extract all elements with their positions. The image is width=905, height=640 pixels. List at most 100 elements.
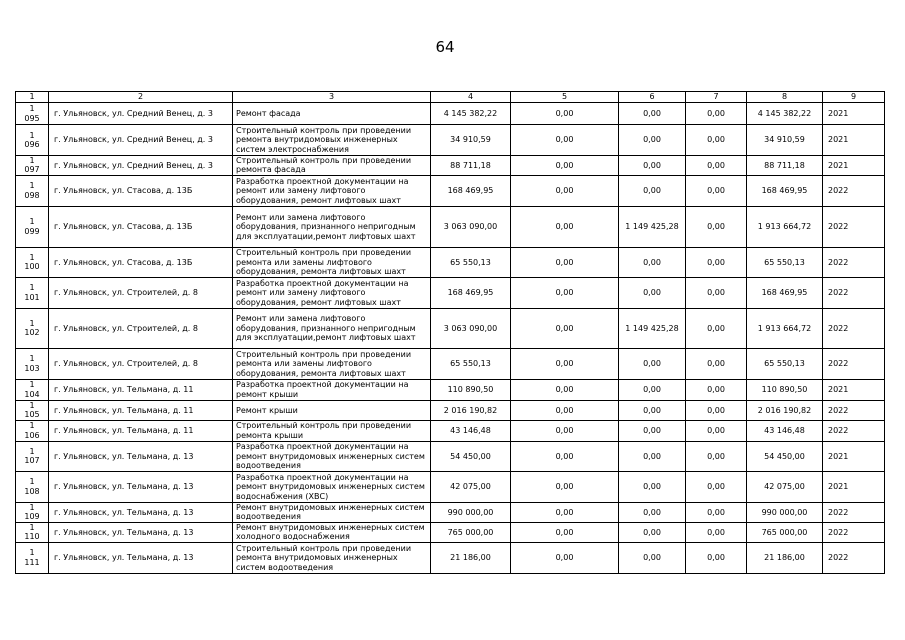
col8-cell: 168 469,95 xyxy=(746,174,823,207)
address-cell: г. Ульяновск, ул. Средний Венец, д. 3 xyxy=(48,124,233,156)
row-number-part-b: 108 xyxy=(24,486,40,496)
col6-cell: 0,00 xyxy=(618,541,686,574)
total-cost-cell: 54 450,00 xyxy=(430,440,511,472)
table-row: 1 097 г. Ульяновск, ул. Средний Венец, д. … xyxy=(15,155,885,176)
row-number: 1 110 xyxy=(15,521,49,543)
address-cell: г. Ульяновск, ул. Строителей, д. 8 xyxy=(48,307,233,349)
col6-cell: 0,00 xyxy=(618,246,686,278)
row-number-part-a: 1 xyxy=(29,283,35,293)
year-cell: 2021 xyxy=(822,440,885,472)
work-description-cell: Разработка проектной документации на рем… xyxy=(232,276,431,309)
col8-cell: 54 450,00 xyxy=(746,440,823,472)
year-cell: 2021 xyxy=(822,124,885,156)
table-row: 1 102 г. Ульяновск, ул. Строителей, д. 8 Ре… xyxy=(15,307,885,349)
row-number-part-b: 100 xyxy=(24,262,40,272)
col5-cell: 0,00 xyxy=(510,347,619,380)
col8-cell: 4 145 382,22 xyxy=(746,102,823,125)
work-description-cell: Строительный контроль при проведении рем… xyxy=(232,124,431,156)
col8-cell: 42 075,00 xyxy=(746,470,823,503)
row-number-part-a: 1 xyxy=(29,217,35,227)
address-cell: г. Ульяновск, ул. Тельмана, д. 11 xyxy=(48,419,233,442)
row-number-part-b: 095 xyxy=(24,113,40,123)
table-row: 1 109 г. Ульяновск, ул. Тельмана, д. 13 Рем… xyxy=(15,501,885,523)
table-row: 1 096 г. Ульяновск, ул. Средний Венец, д. … xyxy=(15,124,885,156)
work-description-cell: Ремонт внутридомовых инженерных систем в… xyxy=(232,501,431,523)
table-row: 1 104 г. Ульяновск, ул. Тельмана, д. 11 Раз… xyxy=(15,378,885,401)
row-number-part-b: 109 xyxy=(24,512,40,522)
year-cell: 2022 xyxy=(822,174,885,207)
col6-cell: 0,00 xyxy=(618,155,686,176)
work-description-cell: Разработка проектной документации на рем… xyxy=(232,174,431,207)
col5-cell: 0,00 xyxy=(510,174,619,207)
col7-cell: 0,00 xyxy=(685,102,747,125)
table-row: 1 108 г. Ульяновск, ул. Тельмана, д. 13 Раз… xyxy=(15,470,885,503)
col8-cell: 990 000,00 xyxy=(746,501,823,523)
total-cost-cell: 88 711,18 xyxy=(430,155,511,176)
col5-cell: 0,00 xyxy=(510,124,619,156)
year-cell: 2021 xyxy=(822,102,885,125)
total-cost-cell: 765 000,00 xyxy=(430,521,511,543)
col8-cell: 21 186,00 xyxy=(746,541,823,574)
total-cost-cell: 3 063 090,00 xyxy=(430,307,511,349)
work-description-cell: Строительный контроль при проведении рем… xyxy=(232,246,431,278)
row-number-part-b: 103 xyxy=(24,363,40,373)
col6-cell: 0,00 xyxy=(618,440,686,472)
row-number-part-b: 099 xyxy=(24,226,40,236)
col7-cell: 0,00 xyxy=(685,541,747,574)
work-description-cell: Строительный контроль при проведении рем… xyxy=(232,541,431,574)
address-cell: г. Ульяновск, ул. Тельмана, д. 11 xyxy=(48,399,233,421)
work-description-cell: Ремонт или замена лифтового оборудования… xyxy=(232,205,431,248)
col8-cell: 43 146,48 xyxy=(746,419,823,442)
col6-cell: 0,00 xyxy=(618,378,686,401)
row-number-part-b: 107 xyxy=(24,456,40,466)
row-number: 1 105 xyxy=(15,399,49,421)
row-number: 1 108 xyxy=(15,470,49,503)
col5-cell: 0,00 xyxy=(510,205,619,248)
col7-cell: 0,00 xyxy=(685,501,747,523)
address-cell: г. Ульяновск, ул. Стасова, д. 13Б xyxy=(48,174,233,207)
column-header-5: 5 xyxy=(510,91,619,103)
row-number: 1 102 xyxy=(15,307,49,349)
col7-cell: 0,00 xyxy=(685,440,747,472)
col6-cell: 0,00 xyxy=(618,501,686,523)
col5-cell: 0,00 xyxy=(510,419,619,442)
total-cost-cell: 4 145 382,22 xyxy=(430,102,511,125)
row-number-part-a: 1 xyxy=(29,502,35,512)
row-number-part-a: 1 xyxy=(29,446,35,456)
col5-cell: 0,00 xyxy=(510,246,619,278)
row-number: 1 095 xyxy=(15,102,49,125)
row-number-part-a: 1 xyxy=(29,354,35,364)
row-number: 1 103 xyxy=(15,347,49,380)
table-row: 1 110 г. Ульяновск, ул. Тельмана, д. 13 Рем… xyxy=(15,521,885,543)
col6-cell: 0,00 xyxy=(618,102,686,125)
work-description-cell: Строительный контроль при проведении рем… xyxy=(232,155,431,176)
year-cell: 2022 xyxy=(822,205,885,248)
total-cost-cell: 21 186,00 xyxy=(430,541,511,574)
col6-cell: 0,00 xyxy=(618,174,686,207)
work-description-cell: Разработка проектной документации на рем… xyxy=(232,470,431,503)
row-number-part-a: 1 xyxy=(29,130,35,140)
column-header-8: 8 xyxy=(746,91,823,103)
total-cost-cell: 65 550,13 xyxy=(430,246,511,278)
row-number: 1 101 xyxy=(15,276,49,309)
col5-cell: 0,00 xyxy=(510,102,619,125)
row-number: 1 111 xyxy=(15,541,49,574)
col6-cell: 1 149 425,28 xyxy=(618,205,686,248)
total-cost-cell: 42 075,00 xyxy=(430,470,511,503)
row-number-part-b: 098 xyxy=(24,190,40,200)
total-cost-cell: 2 016 190,82 xyxy=(430,399,511,421)
column-header-6: 6 xyxy=(618,91,686,103)
col5-cell: 0,00 xyxy=(510,399,619,421)
total-cost-cell: 43 146,48 xyxy=(430,419,511,442)
col5-cell: 0,00 xyxy=(510,276,619,309)
row-number-part-b: 106 xyxy=(24,430,40,440)
year-cell: 2022 xyxy=(822,246,885,278)
address-cell: г. Ульяновск, ул. Тельмана, д. 13 xyxy=(48,521,233,543)
col8-cell: 88 711,18 xyxy=(746,155,823,176)
total-cost-cell: 168 469,95 xyxy=(430,276,511,309)
address-cell: г. Ульяновск, ул. Средний Венец, д. 3 xyxy=(48,155,233,176)
address-cell: г. Ульяновск, ул. Тельмана, д. 13 xyxy=(48,501,233,523)
row-number: 1 100 xyxy=(15,246,49,278)
year-cell: 2022 xyxy=(822,541,885,574)
